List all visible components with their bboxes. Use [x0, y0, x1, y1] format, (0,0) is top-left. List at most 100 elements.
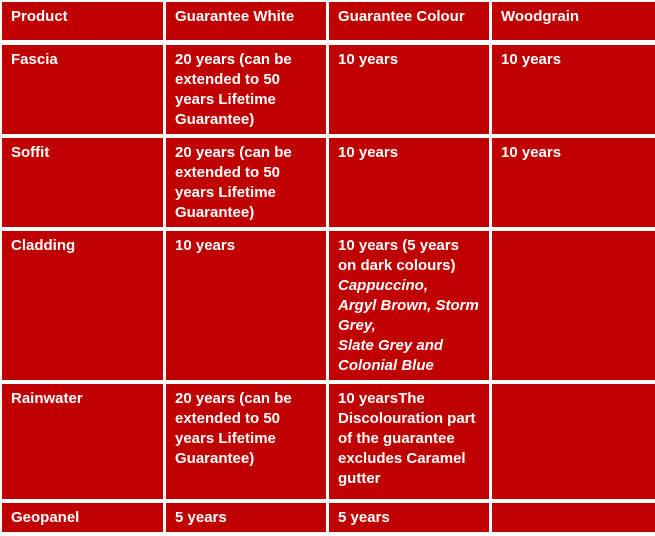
cell-text-line: Guarantee): [175, 449, 322, 469]
cell-geopanel-woodgrain: [492, 503, 655, 536]
cell-text-segment: Cladding: [11, 237, 76, 254]
cell-geopanel-guarantee-colour: 5 years: [329, 503, 492, 536]
cell-text-line: 20 years (can be: [175, 50, 322, 70]
cell-text-line: 20 years (can be: [175, 143, 322, 163]
cell-text-segment: Rainwater: [11, 390, 83, 407]
header-woodgrain: Woodgrain: [492, 2, 655, 45]
cell-text-line: Geopanel: [11, 508, 159, 528]
cell-text-segment: Guarantee): [175, 204, 255, 221]
cell-geopanel-guarantee-white: 5 years: [166, 503, 329, 536]
cell-text-segment: Guarantee): [175, 450, 255, 467]
cell-text-line: Argyl Brown, Storm: [338, 296, 485, 316]
header-row: Product Guarantee White Guarantee Colour…: [2, 2, 655, 45]
cell-text-segment: 10 years: [501, 144, 562, 161]
cell-text-line: 10 years (5 years: [338, 236, 485, 256]
cell-text-segment: extended to 50: [175, 164, 281, 181]
cell-cladding-product: Cladding: [2, 231, 166, 384]
cell-text-line: Cappuccino,: [338, 276, 485, 296]
cell-text-segment: on dark colours): [338, 257, 456, 274]
header-product: Product: [2, 2, 166, 45]
cell-text-line: Guarantee): [175, 110, 322, 130]
cell-text-line: 5 years: [175, 508, 322, 528]
cell-text-segment: 5 years: [175, 509, 227, 526]
header-guarantee-colour: Guarantee Colour: [329, 2, 492, 45]
cell-text-line: extended to 50: [175, 409, 322, 429]
cell-soffit-guarantee-colour: 10 years: [329, 138, 492, 231]
cell-text-line: 10 years: [501, 50, 653, 70]
cell-text-segment: Discolouration part: [338, 410, 476, 427]
cell-text-segment: 10 years: [175, 237, 236, 254]
cell-text-line: 10 years: [338, 50, 485, 70]
table-row-fascia: Fascia 20 years (can be extended to 50 year…: [2, 45, 655, 138]
cell-text-line: Guarantee): [175, 203, 322, 223]
cell-text-segment: gutter: [338, 470, 381, 487]
cell-text-segment: Soffit: [11, 144, 50, 161]
cell-text-line: Cladding: [11, 236, 159, 256]
cell-text-segment: Argyl Brown, Storm: [338, 297, 479, 314]
cell-text-segment: 5 years: [338, 509, 390, 526]
cell-text-segment: 20 years (can be: [175, 144, 292, 161]
spellcheck-flagged-text: yearsThe: [358, 390, 425, 407]
cell-text-line: excludes Caramel: [338, 449, 485, 469]
cell-cladding-guarantee-white: 10 years: [166, 231, 329, 384]
cell-text-segment: Colonial Blue: [338, 357, 434, 374]
cell-text-segment: Cappuccino,: [338, 277, 429, 294]
cell-text-line: gutter: [338, 469, 485, 489]
cell-text-line: Fascia: [11, 50, 159, 70]
header-guarantee-white: Guarantee White: [166, 2, 329, 45]
cell-fascia-product: Fascia: [2, 45, 166, 138]
cell-text-segment: of the guarantee: [338, 430, 455, 447]
cell-text-line: Soffit: [11, 143, 159, 163]
cell-text-line: 10 yearsThe: [338, 389, 485, 409]
cell-rainwater-woodgrain: [492, 384, 655, 503]
cell-rainwater-product: Rainwater: [2, 384, 166, 503]
cell-text-line: of the guarantee: [338, 429, 485, 449]
cell-text-segment: Fascia: [11, 51, 58, 68]
cell-soffit-woodgrain: 10 years: [492, 138, 655, 231]
cell-geopanel-product: Geopanel: [2, 503, 166, 536]
cell-text-line: on dark colours): [338, 256, 485, 276]
table-row-cladding: Cladding 10 years 10 years (5 years on dark…: [2, 231, 655, 384]
cell-fascia-woodgrain: 10 years: [492, 45, 655, 138]
table-row-geopanel: Geopanel 5 years 5 years: [2, 503, 655, 536]
cell-text-segment: years Lifetime: [175, 184, 276, 201]
cell-text-segment: 10: [338, 390, 359, 407]
cell-text-line: Grey,: [338, 316, 485, 336]
cell-text-line: Discolouration part: [338, 409, 485, 429]
cell-text-segment: excludes Caramel: [338, 450, 466, 467]
cell-rainwater-guarantee-white: 20 years (can be extended to 50 years Life…: [166, 384, 329, 503]
cell-text-line: 5 years: [338, 508, 485, 528]
cell-text-line: years Lifetime: [175, 429, 322, 449]
cell-text-segment: years Lifetime: [175, 430, 276, 447]
cell-text-segment: Slate Grey and: [338, 337, 444, 354]
cell-text-line: Slate Grey and: [338, 336, 485, 356]
cell-fascia-guarantee-colour: 10 years: [329, 45, 492, 138]
cell-text-line: 10 years: [501, 143, 653, 163]
cell-text-segment: Geopanel: [11, 509, 80, 526]
cell-text-segment: 20 years (can be: [175, 390, 292, 407]
cell-text-segment: years Lifetime: [175, 91, 276, 108]
cell-text-segment: Grey,: [338, 317, 376, 334]
cell-text-segment: Guarantee): [175, 111, 255, 128]
cell-text-segment: 10 years: [338, 51, 399, 68]
cell-text-line: Colonial Blue: [338, 356, 485, 376]
table-row-rainwater: Rainwater 20 years (can be extended to 50 y…: [2, 384, 655, 503]
cell-text-line: 10 years: [338, 143, 485, 163]
cell-text-segment: 20 years (can be: [175, 51, 292, 68]
table-body: Fascia 20 years (can be extended to 50 year…: [2, 45, 655, 536]
cell-soffit-guarantee-white: 20 years (can be extended to 50 years Life…: [166, 138, 329, 231]
cell-text-segment: extended to 50: [175, 71, 281, 88]
cell-text-line: 10 years: [175, 236, 322, 256]
cell-rainwater-guarantee-colour: 10 yearsThe Discolouration part of the gua…: [329, 384, 492, 503]
cell-fascia-guarantee-white: 20 years (can be extended to 50 years Life…: [166, 45, 329, 138]
cell-text-line: extended to 50: [175, 70, 322, 90]
cell-text-segment: 10 years (5 years: [338, 237, 459, 254]
cell-text-line: extended to 50: [175, 163, 322, 183]
cell-text-line: years Lifetime: [175, 183, 322, 203]
cell-text-line: Rainwater: [11, 389, 159, 409]
cell-text-segment: 10 years: [338, 144, 399, 161]
cell-soffit-product: Soffit: [2, 138, 166, 231]
cell-text-line: 20 years (can be: [175, 389, 322, 409]
cell-cladding-woodgrain: [492, 231, 655, 384]
